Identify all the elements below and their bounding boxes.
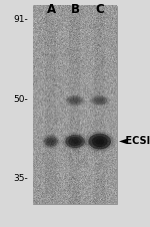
- Ellipse shape: [95, 139, 104, 145]
- Ellipse shape: [48, 140, 54, 144]
- Bar: [33, 7, 117, 204]
- Text: C: C: [95, 3, 104, 16]
- Ellipse shape: [94, 98, 105, 104]
- Ellipse shape: [64, 95, 86, 107]
- Ellipse shape: [89, 95, 110, 107]
- Ellipse shape: [44, 137, 58, 147]
- Ellipse shape: [92, 97, 107, 105]
- Ellipse shape: [68, 137, 82, 146]
- Ellipse shape: [43, 136, 59, 148]
- Ellipse shape: [97, 99, 103, 103]
- Text: 91-: 91-: [14, 15, 28, 24]
- Ellipse shape: [88, 134, 111, 150]
- Ellipse shape: [65, 135, 85, 148]
- Text: A: A: [46, 3, 56, 16]
- Ellipse shape: [84, 131, 116, 153]
- Text: 50-: 50-: [14, 94, 28, 103]
- Ellipse shape: [61, 133, 89, 151]
- Text: B: B: [70, 3, 80, 16]
- Ellipse shape: [91, 96, 109, 106]
- Ellipse shape: [70, 98, 80, 104]
- Ellipse shape: [71, 139, 79, 145]
- Ellipse shape: [72, 99, 78, 103]
- Ellipse shape: [86, 132, 113, 151]
- Ellipse shape: [66, 96, 84, 106]
- Ellipse shape: [68, 97, 82, 105]
- Ellipse shape: [63, 134, 87, 150]
- Text: ◄ECSIT: ◄ECSIT: [119, 136, 150, 146]
- Ellipse shape: [92, 136, 108, 147]
- Text: 35-: 35-: [14, 174, 28, 183]
- Ellipse shape: [42, 135, 60, 149]
- Ellipse shape: [46, 138, 56, 146]
